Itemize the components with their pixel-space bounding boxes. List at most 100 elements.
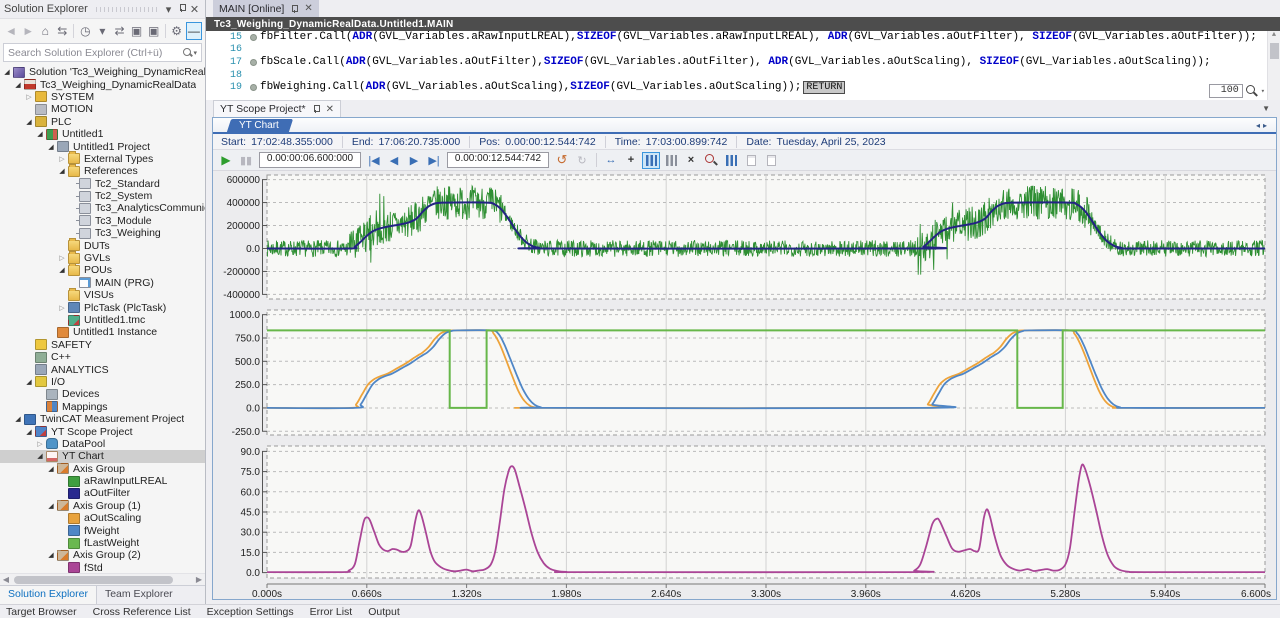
tree-item-system[interactable]: ▷ SYSTEM [0, 91, 205, 103]
tree-item-yt-chart[interactable]: ◢ YT Chart [0, 450, 205, 463]
tree-item-tc3-weighing-dynamicrealdata[interactable]: ◢ Tc3_Weighing_DynamicRealData [0, 78, 205, 91]
tree-item-untitled1-project[interactable]: ◢ Untitled1 Project [0, 140, 205, 153]
expander-open-icon[interactable]: ◢ [4, 69, 10, 77]
window-menu-icon[interactable]: ▼ [1262, 104, 1270, 113]
scroll-right-icon[interactable]: ▶ [195, 575, 203, 584]
tree-item-fstd[interactable]: fStd [0, 562, 205, 573]
reset-view-icon[interactable]: ↺ [556, 152, 568, 167]
tree-item-c[interactable]: C++ [0, 351, 205, 363]
tree-item-safety[interactable]: SAFETY [0, 339, 205, 351]
tree-item-analytics[interactable]: ANALYTICS [0, 363, 205, 376]
expander-open-icon[interactable]: ◢ [48, 552, 54, 560]
tree-item-fweight[interactable]: fWeight [0, 524, 205, 537]
tree-item-tc2-system[interactable]: Tc2_System [0, 190, 205, 202]
tree-item-axis-group-1[interactable]: ◢ Axis Group (1) [0, 500, 205, 512]
tree-item-plctask-plctask[interactable]: ▷ PlcTask (PlcTask) [0, 301, 205, 314]
tab-main-online[interactable]: MAIN [Online] ✕ [213, 0, 319, 17]
code-line-15[interactable]: 15 fbFilter.Call(ADR(GVL_Variables.aRawIn… [206, 31, 1280, 44]
step-time-input[interactable]: 0.00:00:06.600:000 [259, 152, 361, 168]
panel-button-target-browser[interactable]: Target Browser [6, 605, 77, 618]
chart-panel-1[interactable]: 1000.0 750.0 500.0 250.0 0.0 -250.0 [213, 308, 1276, 439]
step-back-icon[interactable]: ◀ [389, 154, 399, 167]
skip-to-start-icon[interactable]: |◀ [368, 154, 380, 167]
tree-item-gvls[interactable]: ▷ GVLs [0, 250, 205, 264]
scrollbar-thumb[interactable] [1270, 43, 1279, 59]
chart-panel-0[interactable]: 600000 400000 200000 0.0 -200000 -400000 [213, 173, 1276, 303]
tab-yt-chart[interactable]: YT Chart [226, 119, 293, 132]
pin-icon[interactable] [175, 3, 188, 15]
panel-button-cross-reference-list[interactable]: Cross Reference List [92, 605, 191, 618]
chart-autoscale-icon[interactable] [722, 152, 740, 169]
close-icon[interactable]: ✕ [189, 3, 200, 16]
zoom-level-input[interactable]: 100 [1208, 84, 1243, 98]
expander-closed-icon[interactable]: ▷ [59, 155, 65, 163]
step-time-input[interactable]: 0.00:00:06.600:000 [257, 152, 363, 169]
tree-item-mappings[interactable]: Mappings [0, 401, 205, 413]
expander-closed-icon[interactable]: ▷ [37, 440, 43, 448]
chart-panel-0[interactable]: 600000 400000 200000 0.0 -200000 -400000 [213, 173, 1276, 303]
step-forward-icon[interactable]: ▶ [409, 154, 419, 167]
position-input[interactable]: 0.00:00:12.544:742 [445, 152, 551, 169]
close-icon[interactable]: ✕ [304, 3, 313, 14]
expander-open-icon[interactable]: ◢ [37, 453, 43, 461]
expander-open-icon[interactable]: ◢ [59, 168, 65, 176]
expander-open-icon[interactable]: ◢ [48, 143, 54, 151]
panel-button-exception-settings[interactable]: Exception Settings [206, 605, 294, 618]
tree-item-tc3-weighing[interactable]: Tc3_Weighing [0, 227, 205, 239]
tree-item-datapool[interactable]: ▷ DataPool [0, 438, 205, 450]
tree-item-tc3-module[interactable]: Tc3_Module [0, 215, 205, 227]
chart-cursor-mode-icon[interactable] [662, 152, 680, 169]
expander-open-icon[interactable]: ◢ [26, 428, 32, 436]
preview-selected-items-icon[interactable]: — [185, 21, 203, 40]
dropdown-icon[interactable]: ▾ [99, 23, 106, 38]
tree-item-twincat-measurement-project[interactable]: ◢ TwinCAT Measurement Project [0, 413, 205, 425]
zoom-reset-icon[interactable] [702, 152, 720, 169]
chevron-down-icon[interactable]: ▾ [165, 3, 172, 16]
properties-icon[interactable]: ▣ [148, 23, 160, 38]
tree-item-axis-group-2[interactable]: ◢ Axis Group (2) [0, 549, 205, 561]
expander-open-icon[interactable]: ◢ [26, 118, 32, 126]
switch-views-icon[interactable]: ⇄ [114, 23, 125, 38]
forward-icon[interactable]: ► [22, 23, 35, 38]
expander-open-icon[interactable]: ◢ [15, 416, 21, 424]
tree-item-untitled1-tmc[interactable]: Untitled1.tmc [0, 314, 205, 326]
scrollbar-thumb[interactable] [14, 575, 174, 584]
search-icon[interactable] [183, 47, 193, 58]
code-line-17[interactable]: 17 fbScale.Call(ADR(GVL_Variables.aOutFil… [206, 56, 1280, 69]
zoom-magnifier-icon[interactable] [1245, 85, 1258, 97]
tree-item-untitled1-instance[interactable]: Untitled1 Instance [0, 326, 205, 338]
tree-item-main-prg[interactable]: MAIN (PRG) [0, 277, 205, 289]
expander-closed-icon[interactable]: ▷ [59, 304, 65, 312]
tree-item-solution-tc3-weighing-dynamicrealdata-2-pr[interactable]: ◢ Solution 'Tc3_Weighing_DynamicRealData'… [0, 66, 205, 78]
pause-icon[interactable]: ▮▮ [239, 154, 253, 167]
tree-item-tc2-standard[interactable]: Tc2_Standard [0, 178, 205, 190]
tree-item-motion[interactable]: MOTION [0, 103, 205, 115]
expander-open-icon[interactable]: ◢ [48, 502, 54, 510]
expander-open-icon[interactable]: ◢ [48, 465, 54, 473]
tree-item-external-types[interactable]: ▷ External Types [0, 151, 205, 165]
search-dropdown-icon[interactable]: ▾ [193, 49, 197, 57]
tab-scroll-icons[interactable]: ◂▸ [1255, 121, 1270, 130]
search-input[interactable]: Search Solution Explorer (Ctrl+ü) ▾ [3, 43, 202, 62]
tree-item-plc[interactable]: ◢ PLC [0, 116, 205, 128]
position-input[interactable]: 0.00:00:12.544:742 [447, 152, 549, 168]
pan-free-icon[interactable]: + [627, 154, 635, 166]
pin-icon[interactable] [312, 105, 320, 113]
sync-with-active-document-icon[interactable]: ⇆ [57, 23, 68, 38]
scroll-up-icon[interactable]: ▲ [1271, 31, 1277, 39]
tree-item-visus[interactable]: VISUs [0, 287, 205, 301]
expander-closed-icon[interactable]: ▷ [59, 255, 65, 263]
tree-item-tc3-analyticscommunicati[interactable]: Tc3_AnalyticsCommunicati [0, 202, 205, 214]
code-line-19[interactable]: 19 fbWeighing.Call(ADR(GVL_Variables.aOut… [206, 81, 1280, 95]
tree-item-references[interactable]: ◢ References [0, 163, 205, 177]
tree-item-pous[interactable]: ◢ POUs [0, 262, 205, 276]
scroll-left-icon[interactable]: ◀ [2, 575, 10, 584]
pending-changes-filter-icon[interactable]: ◷ [80, 23, 91, 38]
tree-item-i-o[interactable]: ◢ I/O [0, 376, 205, 388]
tree-item-aoutfilter[interactable]: aOutFilter [0, 487, 205, 499]
code-line-18[interactable]: 18 [206, 69, 1280, 82]
panel-button-error-list[interactable]: Error List [309, 605, 353, 618]
wrench-icon[interactable]: ⚙ [171, 23, 183, 38]
redo-view-icon[interactable]: ↻ [577, 154, 587, 167]
pin-icon[interactable] [290, 4, 299, 13]
